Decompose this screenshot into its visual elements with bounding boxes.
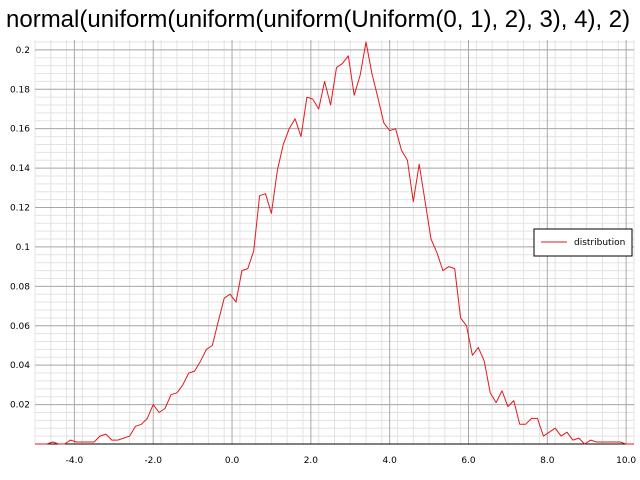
y-tick-label: 0.18 — [10, 85, 30, 95]
x-tick-label: 2.0 — [304, 456, 319, 466]
x-tick-label: 0.0 — [225, 456, 240, 466]
y-tick-label: 0.12 — [10, 204, 30, 214]
x-axis: -4.0 -2.0 0.0 2.0 4.0 6.0 8.0 10.0 — [66, 456, 637, 466]
y-tick-label: 0.2 — [16, 46, 30, 56]
x-tick-label: 10.0 — [616, 456, 636, 466]
y-tick-label: 0.04 — [10, 361, 30, 371]
y-tick-label: 0.14 — [10, 164, 30, 174]
x-tick-label: -4.0 — [66, 456, 84, 466]
y-tick-label: 0.1 — [16, 243, 30, 253]
x-tick-label: 8.0 — [540, 456, 555, 466]
legend: distribution — [533, 228, 633, 257]
chart-title: normal(uniform(uniform(uniform(Uniform(0… — [6, 6, 631, 33]
y-tick-label: 0.16 — [10, 125, 30, 135]
x-tick-label: 4.0 — [383, 456, 398, 466]
y-tick-label: 0.02 — [10, 401, 30, 411]
legend-label: distribution — [574, 238, 625, 248]
y-axis: 0.02 0.04 0.06 0.08 0.1 0.12 0.14 0.16 0.18 0.2 — [10, 46, 30, 411]
y-tick-label: 0.08 — [10, 282, 30, 292]
y-tick-label: 0.06 — [10, 322, 30, 332]
x-tick-label: 6.0 — [461, 456, 476, 466]
series-line-distribution — [35, 41, 634, 445]
x-tick-label: -2.0 — [144, 456, 162, 466]
series-group — [35, 41, 634, 445]
